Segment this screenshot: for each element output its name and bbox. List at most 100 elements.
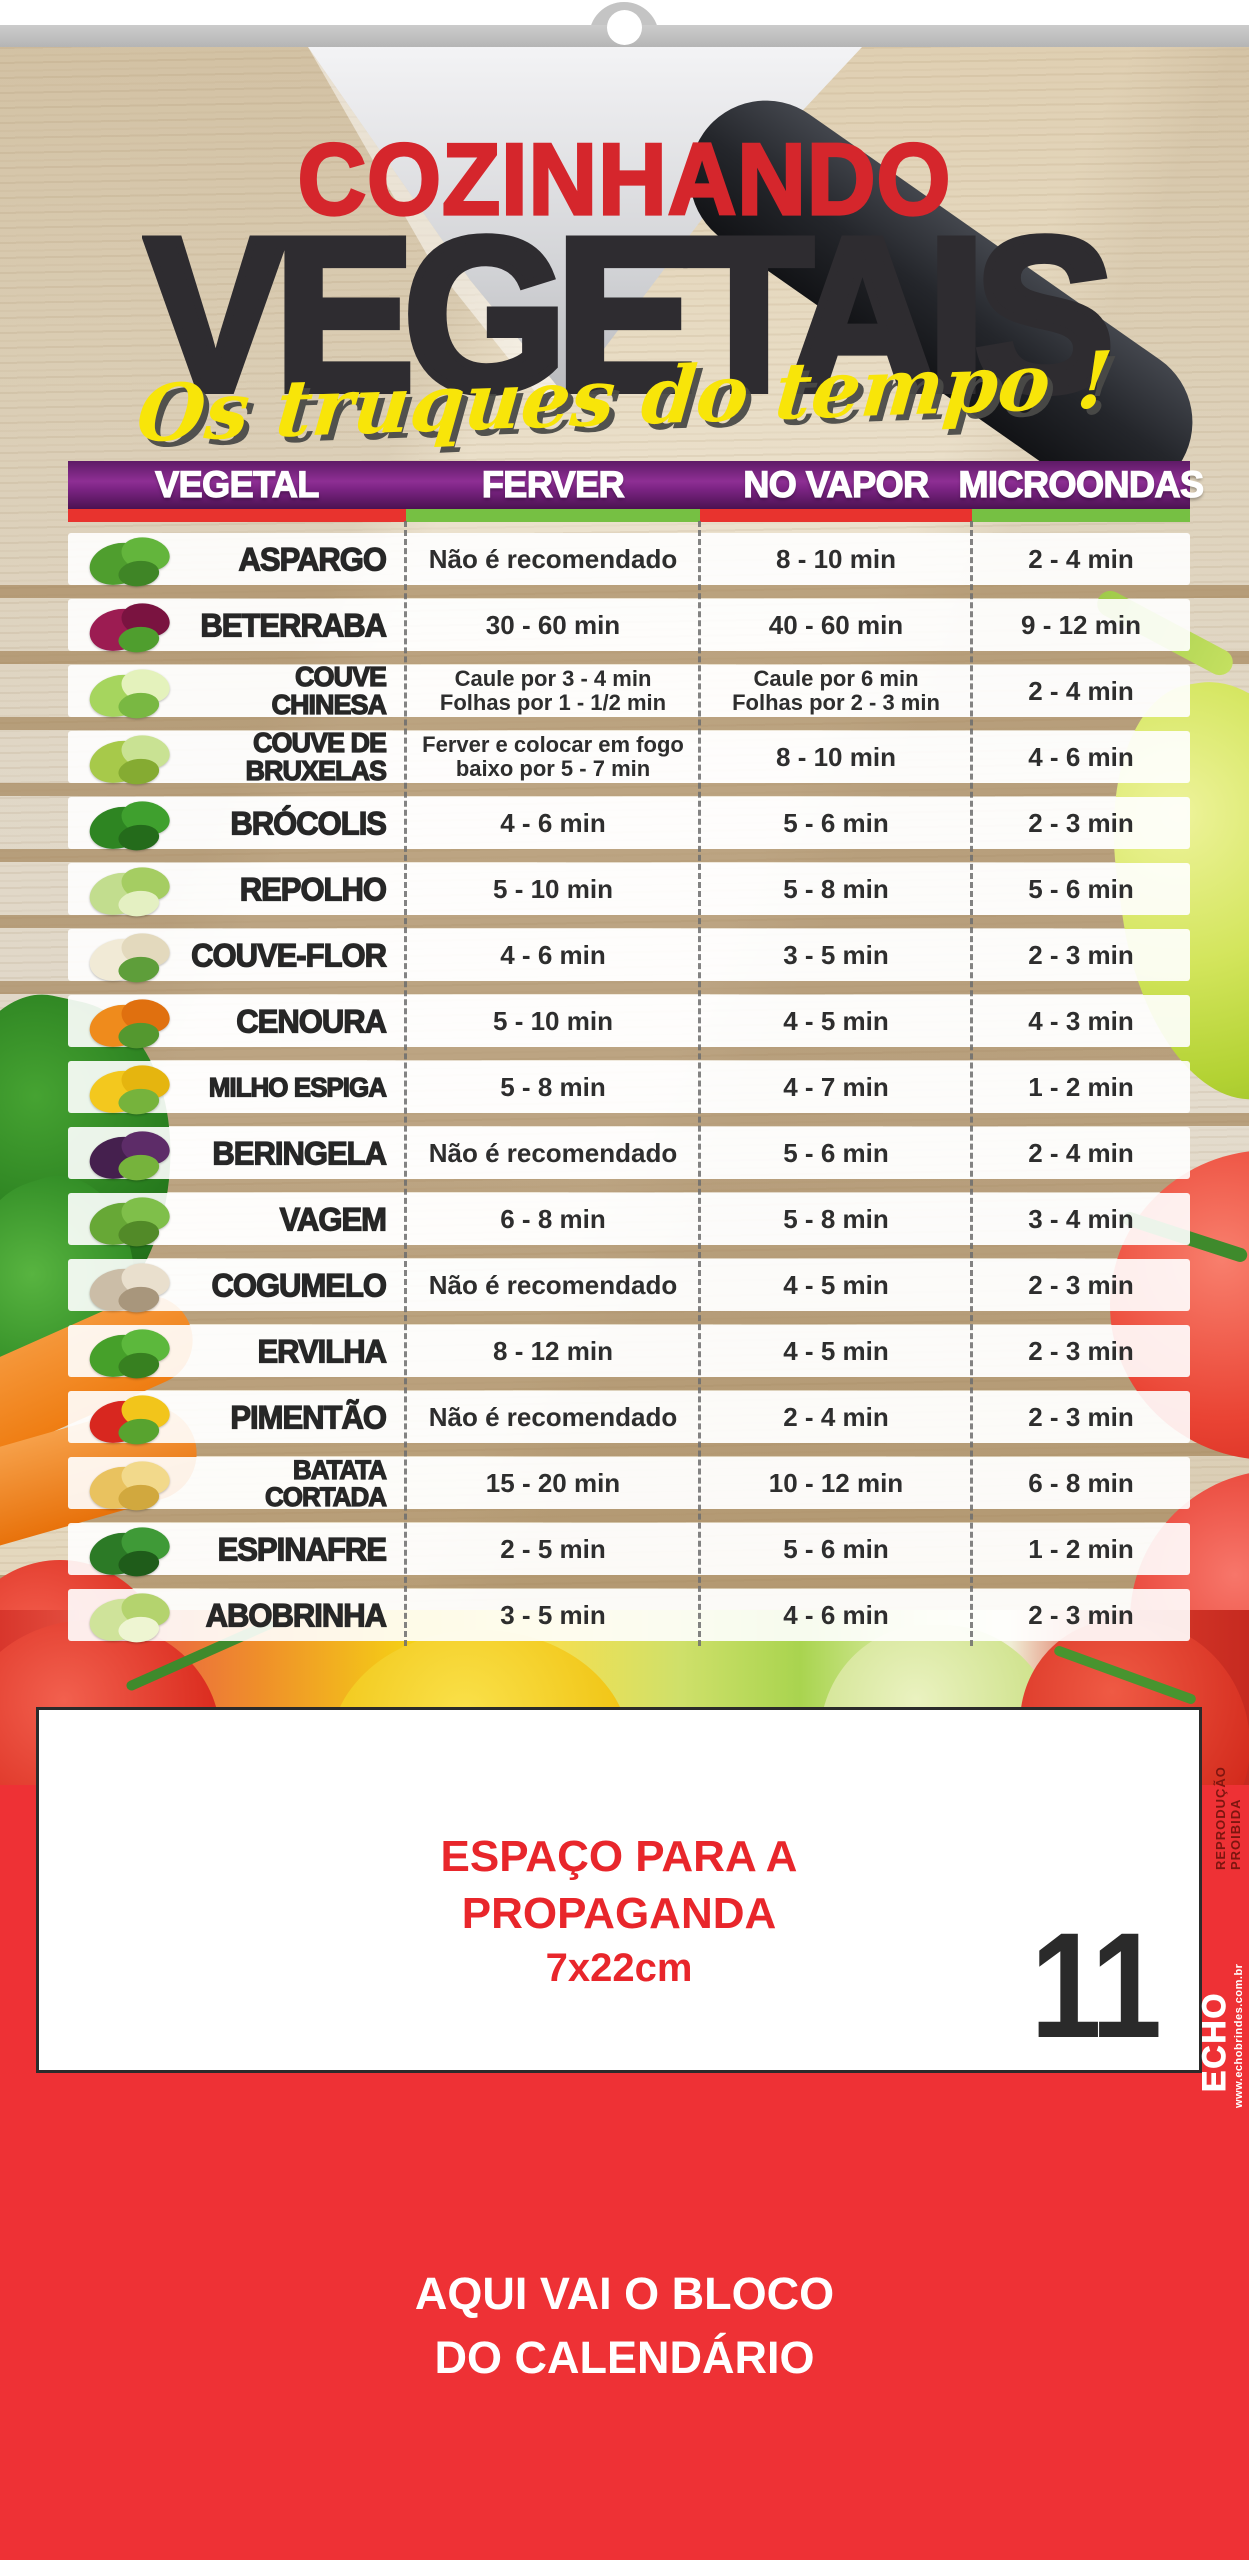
ad-space-box: ESPAÇO PARA A PROPAGANDA 7x22cm 11 xyxy=(36,1707,1202,2073)
cell-no-vapor: 4 - 6 min xyxy=(783,1599,889,1630)
cell-microondas: 2 - 3 min xyxy=(1028,1599,1134,1630)
cabbage-icon xyxy=(82,855,182,923)
cell-no-vapor: 5 - 6 min xyxy=(783,807,889,838)
cell-ferver: 5 - 10 min xyxy=(493,1005,613,1036)
cell-no-vapor: 5 - 6 min xyxy=(783,1533,889,1564)
cell-ferver: 5 - 10 min xyxy=(493,873,613,904)
table-row: ERVILHA 8 - 12 min 4 - 5 min 2 - 3 min xyxy=(68,1325,1190,1379)
cell-no-vapor: 2 - 4 min xyxy=(783,1401,889,1432)
asparagus-icon xyxy=(82,525,182,593)
veg-name: BRÓCOLIS xyxy=(230,804,388,842)
cell-ferver: 5 - 8 min xyxy=(500,1071,606,1102)
echo-logo: ECHO xyxy=(1196,1991,1233,2092)
veg-name: BETERRABA xyxy=(200,606,388,644)
table-row: COUVE DE BRUXELAS Ferver e colocar em fo… xyxy=(68,726,1190,787)
table-row: COUVE-FLOR 4 - 6 min 3 - 5 min 2 - 3 min xyxy=(68,929,1190,983)
cell-microondas: 1 - 2 min xyxy=(1028,1533,1134,1564)
knife-handle xyxy=(689,100,1193,499)
veg-name: PIMENTÃO xyxy=(230,1398,388,1436)
carrot-icon xyxy=(82,987,182,1055)
veg-name: COUVE CHINESA xyxy=(271,660,388,721)
cell-microondas: 2 - 3 min xyxy=(1028,807,1134,838)
column-header-no-vapor: NO VAPOR xyxy=(743,463,930,506)
cell-no-vapor: 40 - 60 min xyxy=(768,609,904,640)
table-row: REPOLHO 5 - 10 min 5 - 8 min 5 - 6 min xyxy=(68,863,1190,917)
cell-ferver: Não é recomendado xyxy=(428,1269,678,1300)
table-row: ABOBRINHA 3 - 5 min 4 - 6 min 2 - 3 min xyxy=(68,1589,1190,1643)
cell-microondas: 2 - 4 min xyxy=(1028,543,1134,574)
cell-microondas: 2 - 3 min xyxy=(1028,1269,1134,1300)
table-row: VAGEM 6 - 8 min 5 - 8 min 3 - 4 min xyxy=(68,1193,1190,1247)
cell-microondas: 4 - 6 min xyxy=(1028,741,1134,772)
cell-microondas: 2 - 4 min xyxy=(1028,675,1134,706)
cell-no-vapor: 5 - 8 min xyxy=(783,873,889,904)
reproduction-notice: REPRODUÇÃO PROIBIDA xyxy=(1213,1766,1243,1870)
cell-ferver: 8 - 12 min xyxy=(493,1335,613,1366)
table-row: ESPINAFRE 2 - 5 min 5 - 6 min 1 - 2 min xyxy=(68,1523,1190,1577)
cell-microondas: 1 - 2 min xyxy=(1028,1071,1134,1102)
corn-icon xyxy=(82,1053,182,1121)
column-dashed-divider xyxy=(404,521,407,1646)
cell-ferver: Caule por 3 - 4 min Folhas por 1 - 1/2 m… xyxy=(439,666,667,715)
column-dashed-divider xyxy=(698,521,701,1646)
beetroot-icon xyxy=(82,591,182,659)
strip-segment-red xyxy=(700,509,972,522)
bell-pepper-icon xyxy=(82,1383,182,1451)
veg-name: ERVILHA xyxy=(257,1332,388,1370)
table-body: ASPARGO Não é recomendado 8 - 10 min 2 -… xyxy=(68,533,1190,1655)
echo-website: www.echobrindes.com.br xyxy=(1233,1963,1245,2108)
broccoli-icon xyxy=(82,789,182,857)
potato-icon xyxy=(82,1449,182,1517)
cell-no-vapor: Caule por 6 min Folhas por 2 - 3 min xyxy=(732,666,940,715)
cell-microondas: 3 - 4 min xyxy=(1028,1203,1134,1234)
table-row: COUVE CHINESA Caule por 3 - 4 min Folhas… xyxy=(68,660,1190,721)
cell-no-vapor: 4 - 5 min xyxy=(783,1269,889,1300)
cell-microondas: 2 - 3 min xyxy=(1028,1335,1134,1366)
ad-space-text: ESPAÇO PARA A PROPAGANDA 7x22cm xyxy=(39,1828,1199,1994)
cell-no-vapor: 3 - 5 min xyxy=(783,939,889,970)
ad-space-line1: ESPAÇO PARA A xyxy=(440,1832,798,1881)
veg-name: CENOURA xyxy=(236,1002,388,1040)
peas-icon xyxy=(82,1317,182,1385)
cell-no-vapor: 4 - 5 min xyxy=(783,1005,889,1036)
table-header: VEGETAL FERVER NO VAPOR MICROONDAS xyxy=(68,461,1205,509)
table-row: MILHO ESPIGA 5 - 8 min 4 - 7 min 1 - 2 m… xyxy=(68,1061,1190,1115)
table-row: CENOURA 5 - 10 min 4 - 5 min 4 - 3 min xyxy=(68,995,1190,1049)
zucchini-icon xyxy=(82,1581,182,1649)
strip-segment-green xyxy=(406,509,700,522)
page-number: 11 xyxy=(1031,1901,1162,2069)
cell-ferver: 3 - 5 min xyxy=(500,1599,606,1630)
veg-name: REPOLHO xyxy=(239,870,387,908)
veg-name: ASPARGO xyxy=(238,540,388,578)
cell-ferver: 4 - 6 min xyxy=(500,939,606,970)
table-row: COGUMELO Não é recomendado 4 - 5 min 2 -… xyxy=(68,1259,1190,1313)
cell-microondas: 9 - 12 min xyxy=(1021,609,1141,640)
cell-microondas: 2 - 3 min xyxy=(1028,939,1134,970)
spinach-icon xyxy=(82,1515,182,1583)
cell-ferver: 2 - 5 min xyxy=(500,1533,606,1564)
cell-microondas: 2 - 3 min xyxy=(1028,1401,1134,1432)
cell-microondas: 2 - 4 min xyxy=(1028,1137,1134,1168)
cell-microondas: 4 - 3 min xyxy=(1028,1005,1134,1036)
veg-name: COUVE-FLOR xyxy=(190,936,387,974)
cell-no-vapor: 10 - 12 min xyxy=(768,1467,904,1498)
title-vegetais: VEGETAIS xyxy=(141,192,1118,437)
veg-name: BERINGELA xyxy=(212,1134,388,1172)
cell-no-vapor: 4 - 7 min xyxy=(783,1071,889,1102)
knife-photo xyxy=(308,47,1193,499)
cell-ferver: 30 - 60 min xyxy=(485,609,621,640)
eggplant-icon xyxy=(82,1119,182,1187)
veg-name: COUVE DE BRUXELAS xyxy=(245,726,388,787)
veg-name: ESPINAFRE xyxy=(217,1530,388,1568)
table-row: PIMENTÃO Não é recomendado 2 - 4 min 2 -… xyxy=(68,1391,1190,1445)
brussels-sprouts-icon xyxy=(82,723,182,791)
cell-ferver: Não é recomendado xyxy=(428,543,678,574)
veg-name: ABOBRINHA xyxy=(205,1596,388,1634)
cell-ferver: Ferver e colocar em fogo baixo por 5 - 7… xyxy=(422,732,684,781)
cell-microondas: 6 - 8 min xyxy=(1028,1467,1134,1498)
column-header-vegetal: VEGETAL xyxy=(154,463,320,506)
strip-segment-green xyxy=(972,509,1190,522)
veg-name: MILHO ESPIGA xyxy=(208,1071,387,1103)
cauliflower-icon xyxy=(82,921,182,989)
cell-no-vapor: 5 - 8 min xyxy=(783,1203,889,1234)
